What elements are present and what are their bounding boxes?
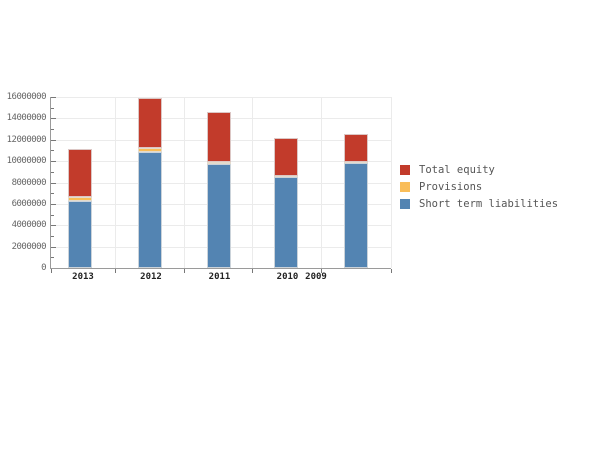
x-axis-category-label: 2009 — [305, 272, 327, 282]
y-axis-tick-label: 16000000 — [6, 92, 47, 102]
plot-area — [50, 97, 392, 273]
gridline-horizontal — [51, 97, 391, 98]
bar-segment-short-term-liabilities — [344, 162, 368, 268]
bar-segment-total-equity — [344, 134, 368, 162]
y-axis-tick-label: 12000000 — [6, 134, 47, 145]
y-axis-major-tick — [51, 97, 56, 98]
bar-segment-total-equity — [68, 149, 92, 198]
y-axis-minor-tick — [51, 235, 54, 237]
y-axis-major-tick — [51, 161, 56, 163]
y-axis-major-tick — [51, 203, 56, 205]
x-axis-category-label: 2013 — [72, 272, 94, 282]
bar-segment-short-term-liabilities — [274, 176, 298, 268]
bar-segment-provisions — [68, 197, 92, 201]
y-axis-minor-tick — [51, 107, 54, 109]
x-axis-tick — [115, 269, 116, 273]
bar-segment-short-term-liabilities — [138, 151, 162, 268]
x-axis-tick — [184, 269, 185, 273]
legend-label: Short term liabilities — [419, 197, 559, 210]
y-axis-minor-tick — [51, 129, 54, 131]
y-axis-minor-tick — [51, 214, 54, 216]
bar-segment-short-term-liabilities — [207, 164, 231, 268]
y-axis-tick-label: 14000000 — [6, 113, 47, 124]
x-axis-category-label: 2012 — [140, 272, 162, 282]
bar-segment-total-equity — [207, 111, 231, 162]
x-axis-tick — [51, 269, 52, 273]
y-axis-tick-label: 8000000 — [11, 177, 47, 188]
gridline-vertical — [391, 97, 392, 268]
legend-item-provisions: Provisions — [400, 178, 558, 195]
gridline-vertical — [115, 97, 116, 268]
y-axis-tick-label: 10000000 — [6, 156, 47, 167]
short-term-liabilities-swatch-icon — [400, 198, 410, 209]
legend-label: Total equity — [419, 163, 495, 176]
legend-item-short-term-liabilities: Short term liabilities — [400, 195, 558, 212]
bar-segment-short-term-liabilities — [68, 200, 92, 268]
total-equity-swatch-icon — [400, 164, 410, 175]
bar-segment-provisions — [207, 161, 231, 165]
y-axis-minor-tick — [51, 150, 54, 152]
y-axis-minor-tick — [51, 171, 54, 173]
y-axis-tick-label: 6000000 — [11, 198, 47, 209]
y-axis-major-tick — [51, 182, 56, 184]
x-axis-tick — [321, 269, 322, 273]
gridline-vertical — [184, 97, 185, 268]
x-axis-category-label: 2011 — [208, 272, 231, 282]
y-axis-major-tick — [51, 246, 56, 248]
y-axis-tick-label: 0 — [41, 263, 46, 273]
y-axis-major-tick — [51, 225, 56, 227]
y-axis-minor-tick — [51, 257, 54, 259]
gridline-vertical — [252, 97, 253, 268]
y-axis-tick-label: 2000000 — [11, 241, 47, 252]
legend: Total equity Provisions Short term liabi… — [400, 161, 558, 212]
gridline-vertical — [321, 97, 322, 268]
y-axis-major-tick — [51, 118, 56, 120]
x-axis-tick — [391, 269, 392, 273]
x-axis-category-label: 2010 — [276, 272, 299, 282]
x-axis-tick — [252, 269, 253, 273]
legend-item-total-equity: Total equity — [400, 161, 558, 178]
y-axis-major-tick — [51, 139, 56, 141]
bar-segment-total-equity — [138, 98, 162, 148]
y-axis-tick-label: 4000000 — [11, 220, 47, 231]
bar-segment-total-equity — [274, 137, 298, 176]
y-axis-minor-tick — [51, 193, 54, 195]
bar-segment-provisions — [138, 147, 162, 152]
legend-label: Provisions — [419, 180, 483, 193]
provisions-swatch-icon — [400, 181, 410, 192]
